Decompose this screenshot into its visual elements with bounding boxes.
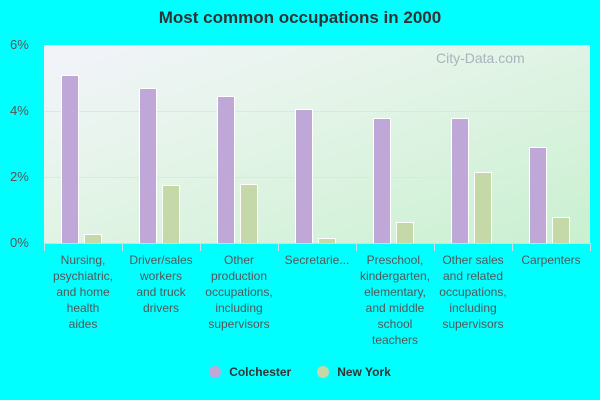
- x-tick: [200, 243, 201, 251]
- y-tick-0: 0%: [10, 235, 29, 250]
- x-tick: [44, 243, 45, 251]
- chart-title: Most common occupations in 2000: [158, 8, 442, 27]
- x-tick-label: Other production occupations, including …: [205, 253, 273, 331]
- x-tick: [122, 243, 123, 251]
- bar-colchester: [373, 118, 391, 243]
- x-tick-label: Nursing, psychiatric, and home health ai…: [52, 253, 114, 331]
- bar-new-york: [84, 234, 102, 243]
- bar-colchester: [295, 109, 313, 243]
- x-tick-label: Carpenters: [521, 253, 581, 267]
- x-axis: [44, 243, 590, 244]
- legend-label: New York: [337, 365, 391, 379]
- bar-new-york: [396, 222, 414, 243]
- legend-item-colchester: Colchester: [209, 365, 291, 379]
- x-tick-label: Preschool, kindergarten, elementary, and…: [359, 253, 431, 347]
- legend-dot-icon: [209, 366, 222, 378]
- legend-dot-icon: [317, 366, 330, 378]
- y-tick-2: 2%: [10, 169, 29, 184]
- bar-colchester: [139, 88, 157, 243]
- plot-area: City-Data.com: [44, 45, 590, 243]
- bar-colchester: [61, 75, 79, 243]
- x-tick-label: Secretarie...: [284, 253, 350, 267]
- x-tick: [278, 243, 279, 251]
- bar-new-york: [240, 184, 258, 243]
- legend: Colchester New York: [0, 365, 600, 379]
- gridline-4: [44, 111, 590, 112]
- y-tick-4: 4%: [10, 103, 29, 118]
- x-tick-label: Other sales and related occupations, inc…: [439, 253, 507, 331]
- bar-new-york: [318, 238, 336, 243]
- bar-new-york: [162, 185, 180, 243]
- legend-item-new-york: New York: [317, 365, 391, 379]
- watermark: City-Data.com: [436, 50, 525, 66]
- x-tick: [512, 243, 513, 251]
- x-tick: [356, 243, 357, 251]
- gridline-2: [44, 177, 590, 178]
- bar-new-york: [552, 217, 570, 243]
- bar-colchester: [451, 118, 469, 243]
- y-tick-6: 6%: [10, 37, 29, 52]
- x-tick: [434, 243, 435, 251]
- bar-colchester: [529, 147, 547, 243]
- x-tick: [590, 243, 591, 251]
- legend-label: Colchester: [229, 365, 292, 379]
- bar-new-york: [474, 172, 492, 243]
- x-tick-label: Driver/sales workers and truck drivers: [129, 253, 193, 315]
- bar-colchester: [217, 96, 235, 243]
